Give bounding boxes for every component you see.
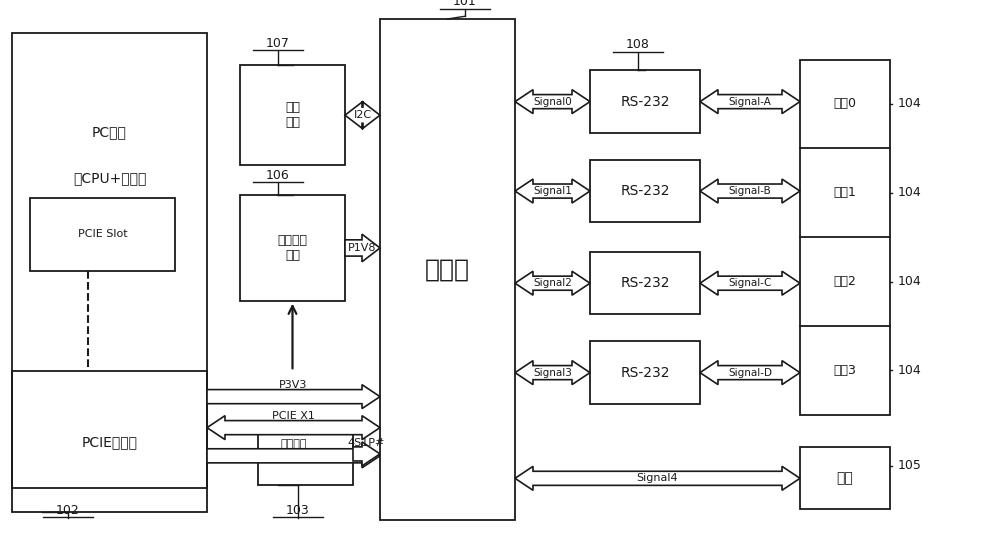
Text: PCIE Slot: PCIE Slot [78, 229, 127, 240]
Text: 101: 101 [453, 0, 477, 8]
Polygon shape [207, 416, 380, 440]
Text: Signal1: Signal1 [533, 186, 572, 196]
Polygon shape [515, 466, 800, 491]
Text: 107: 107 [266, 37, 290, 50]
Text: Signal0: Signal0 [533, 96, 572, 107]
Polygon shape [700, 179, 800, 203]
Bar [590, 252, 700, 314]
Text: PC主板: PC主板 [92, 126, 127, 140]
Text: 104: 104 [898, 275, 922, 288]
Text: Signal-C: Signal-C [728, 278, 772, 288]
Text: 108: 108 [626, 38, 650, 51]
Bar [590, 160, 700, 222]
Text: 控制信号: 控制信号 [280, 439, 307, 449]
Text: 104: 104 [898, 186, 922, 199]
Text: 串口0: 串口0 [834, 98, 857, 111]
Bar [12, 33, 207, 488]
Polygon shape [353, 442, 380, 466]
Polygon shape [700, 89, 800, 114]
Text: P1V8: P1V8 [348, 243, 377, 253]
Bar [12, 371, 207, 512]
Text: 电压转换
模块: 电压转换 模块 [278, 234, 308, 262]
Polygon shape [515, 89, 590, 114]
Bar [30, 198, 175, 271]
Text: P3V3: P3V3 [279, 380, 308, 390]
Text: 104: 104 [898, 98, 922, 111]
Bar [590, 70, 700, 133]
Text: 4S1P#: 4S1P# [348, 438, 385, 448]
Polygon shape [700, 271, 800, 295]
Bar [380, 19, 515, 520]
Bar [258, 423, 353, 485]
Text: 并口: 并口 [837, 472, 853, 485]
Polygon shape [700, 360, 800, 385]
Text: 102: 102 [56, 504, 80, 517]
Polygon shape [207, 444, 380, 468]
Bar [240, 65, 345, 165]
Text: Signal-D: Signal-D [728, 367, 772, 378]
Bar [800, 60, 890, 415]
Text: 串口1: 串口1 [834, 186, 856, 199]
Text: Signal4: Signal4 [637, 473, 678, 483]
Text: RS-232: RS-232 [620, 95, 670, 108]
Text: 存储
模块: 存储 模块 [285, 101, 300, 129]
Text: RS-232: RS-232 [620, 276, 670, 290]
Polygon shape [345, 234, 380, 262]
Polygon shape [207, 385, 380, 409]
Text: 106: 106 [266, 169, 290, 182]
Bar [590, 341, 700, 404]
Polygon shape [515, 271, 590, 295]
Polygon shape [515, 179, 590, 203]
Text: RS-232: RS-232 [620, 184, 670, 198]
Text: 主芯片: 主芯片 [425, 257, 470, 282]
Text: Signal-B: Signal-B [729, 186, 771, 196]
Text: Signal2: Signal2 [533, 278, 572, 288]
Text: 控制模块: 控制模块 [290, 448, 320, 460]
Text: I2C: I2C [353, 110, 372, 120]
Text: PCIE金手指: PCIE金手指 [82, 435, 138, 449]
Text: （CPU+桥片）: （CPU+桥片） [73, 171, 146, 185]
Text: RS-232: RS-232 [620, 366, 670, 379]
Polygon shape [515, 360, 590, 385]
Text: Signal3: Signal3 [533, 367, 572, 378]
Bar [240, 195, 345, 301]
Text: 串口2: 串口2 [834, 275, 856, 288]
Text: Signal-A: Signal-A [729, 96, 771, 107]
Text: 103: 103 [286, 504, 310, 517]
Text: 104: 104 [898, 364, 922, 377]
Text: 105: 105 [898, 460, 922, 472]
Polygon shape [345, 101, 380, 129]
Text: PCIE X1: PCIE X1 [272, 411, 315, 421]
Bar [800, 447, 890, 509]
Text: 串口3: 串口3 [834, 364, 856, 377]
